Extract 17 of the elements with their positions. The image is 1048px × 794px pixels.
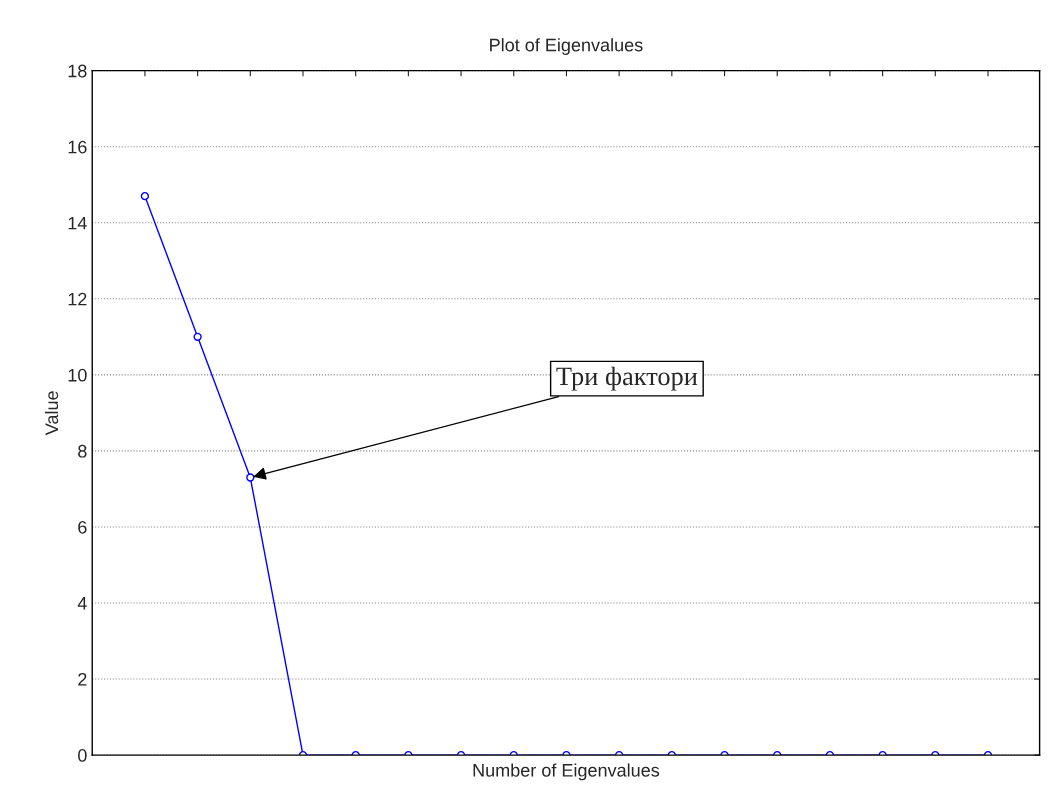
y-axis-title: Value xyxy=(44,391,59,436)
y-tick-label: 2 xyxy=(78,672,87,686)
y-tick-label: 10 xyxy=(68,368,87,382)
point xyxy=(193,332,202,341)
y-tick-label: 18 xyxy=(68,64,87,78)
y-tick-label: 14 xyxy=(68,216,87,230)
point xyxy=(246,473,255,482)
y-tick-label: 0 xyxy=(78,749,87,762)
y-tick-label: 8 xyxy=(78,444,87,458)
x-axis-title: Number of Eigenvalues xyxy=(473,763,660,781)
y-tick-label: 6 xyxy=(78,520,87,534)
y-tick-label: 16 xyxy=(68,140,87,154)
annotation: Три фактори xyxy=(556,366,698,391)
y-tick-label: 12 xyxy=(68,292,87,306)
y-tick-label: 4 xyxy=(77,597,87,610)
chart-title: Plot of Eigenvalues xyxy=(490,38,643,55)
point xyxy=(140,191,150,201)
